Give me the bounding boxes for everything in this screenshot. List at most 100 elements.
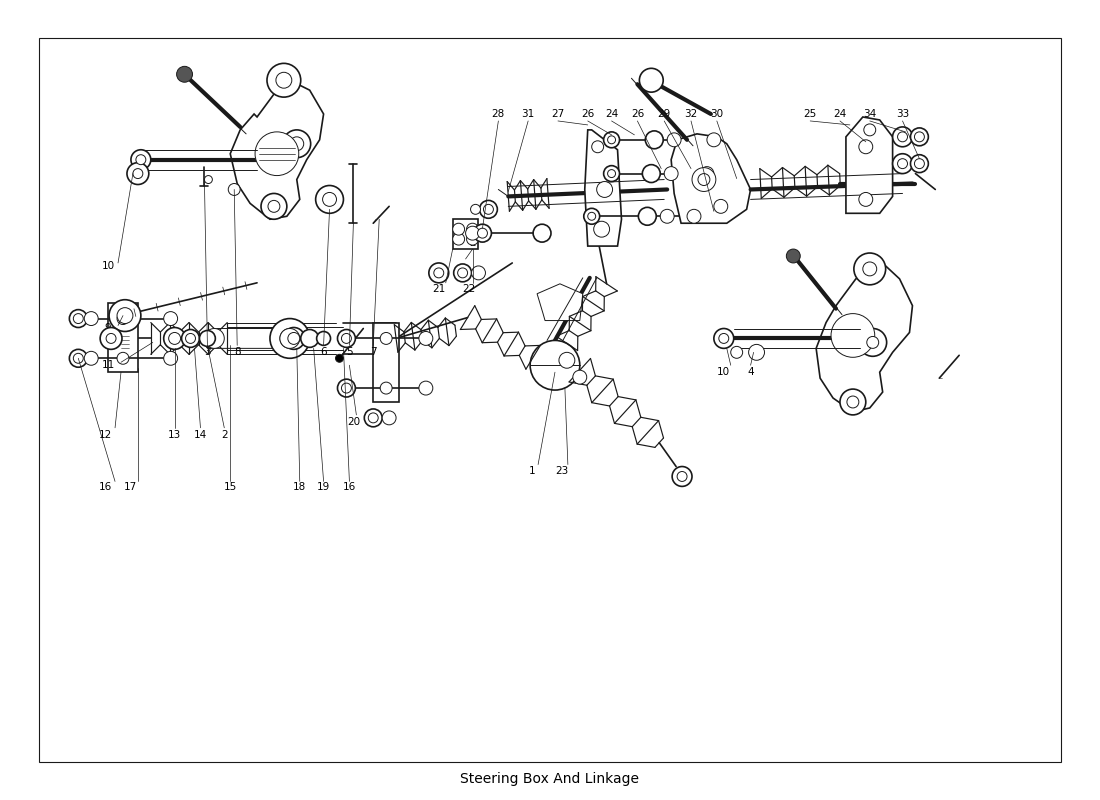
Circle shape [678,471,688,482]
Circle shape [283,327,305,350]
Text: 16: 16 [99,482,112,492]
Circle shape [85,351,98,366]
Circle shape [859,140,872,154]
Circle shape [668,133,681,146]
Circle shape [688,210,701,223]
Text: 23: 23 [556,466,569,477]
Circle shape [592,141,604,153]
Circle shape [914,158,924,169]
Circle shape [419,331,432,346]
Polygon shape [537,284,583,321]
Circle shape [453,233,464,245]
Text: 28: 28 [492,109,505,119]
Text: 22: 22 [462,284,475,294]
Circle shape [672,466,692,486]
Circle shape [177,66,192,82]
Circle shape [382,411,396,425]
Circle shape [847,396,859,408]
Circle shape [106,334,116,343]
Circle shape [854,253,886,285]
Circle shape [288,333,299,344]
Circle shape [429,263,449,283]
Circle shape [100,327,122,350]
Circle shape [316,186,343,214]
Text: 2: 2 [470,238,476,248]
Polygon shape [569,358,663,447]
Circle shape [642,165,660,182]
Circle shape [74,314,84,323]
Circle shape [279,329,299,348]
Text: 15: 15 [223,482,236,492]
Circle shape [136,154,146,165]
Circle shape [186,334,196,343]
Circle shape [465,226,480,240]
Circle shape [477,228,487,238]
Text: 25: 25 [804,109,817,119]
Text: 26: 26 [581,109,594,119]
Circle shape [473,224,492,242]
Text: 4: 4 [747,367,754,377]
Circle shape [85,312,98,326]
Circle shape [381,333,392,344]
Circle shape [289,137,304,150]
Circle shape [698,174,710,186]
Circle shape [229,183,240,195]
Circle shape [559,352,575,368]
Circle shape [859,329,887,356]
Text: 8: 8 [234,347,241,358]
Text: 11: 11 [101,360,114,370]
Circle shape [692,168,716,191]
Circle shape [607,170,616,178]
Text: 13: 13 [168,430,182,440]
Circle shape [164,351,177,366]
Circle shape [336,354,343,362]
Text: 17: 17 [124,482,138,492]
Circle shape [864,124,876,136]
Polygon shape [453,219,478,249]
Text: 31: 31 [521,109,535,119]
Circle shape [466,223,478,235]
Circle shape [270,318,310,358]
Circle shape [480,200,497,218]
Circle shape [317,331,330,346]
Circle shape [530,341,580,390]
Polygon shape [846,117,892,214]
Circle shape [749,344,764,360]
Circle shape [364,409,382,427]
Circle shape [604,132,619,148]
Circle shape [859,193,872,206]
Circle shape [117,352,129,364]
Circle shape [168,333,180,344]
Text: 2: 2 [221,430,228,440]
Text: 3: 3 [205,347,211,358]
Circle shape [205,175,212,183]
Text: 30: 30 [711,109,724,119]
Circle shape [267,63,300,97]
Text: Steering Box And Linkage: Steering Box And Linkage [461,772,639,786]
Polygon shape [557,277,617,350]
Circle shape [458,268,468,278]
Circle shape [471,204,481,214]
Text: 26: 26 [630,109,644,119]
Circle shape [700,166,714,181]
Circle shape [911,154,928,173]
Text: 6: 6 [320,347,327,358]
Circle shape [164,327,186,350]
Text: 7: 7 [370,347,376,358]
Circle shape [338,330,355,347]
Circle shape [117,313,129,325]
Text: 27: 27 [551,109,564,119]
Circle shape [646,131,663,149]
Circle shape [164,312,177,326]
Circle shape [109,300,141,331]
Polygon shape [394,318,456,352]
Circle shape [182,330,199,347]
Circle shape [453,264,472,282]
Circle shape [341,334,351,343]
Circle shape [664,166,678,181]
Text: 29: 29 [658,109,671,119]
Circle shape [300,330,319,347]
Polygon shape [760,166,840,198]
Polygon shape [816,266,913,412]
Polygon shape [208,329,294,348]
